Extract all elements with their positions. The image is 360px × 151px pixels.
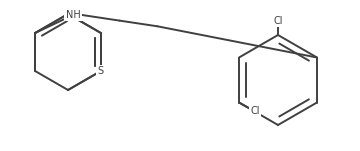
Text: NH: NH (66, 10, 81, 20)
Text: Cl: Cl (250, 106, 260, 116)
Text: Cl: Cl (273, 16, 283, 26)
Text: S: S (98, 66, 104, 76)
